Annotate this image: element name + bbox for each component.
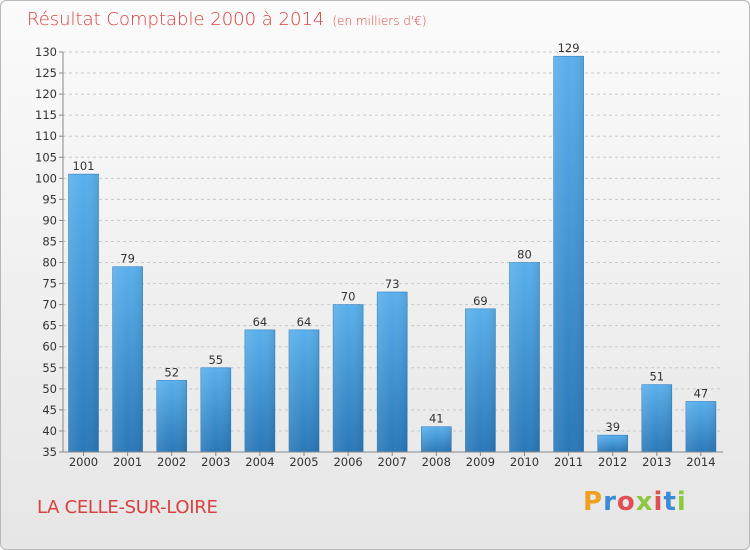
bars: 101 79 52 55 64 64 70 73 41 69 80 129 39 51 47 (68, 41, 717, 453)
data-label: 55 (208, 353, 223, 367)
bar-shine (421, 426, 452, 452)
x-tick-label: 2014 (686, 455, 715, 469)
data-label: 41 (429, 412, 444, 426)
proxiti-logo: Proxiti (583, 487, 687, 517)
bar-group: 73 (376, 277, 408, 453)
chart-title: Résultat Comptable 2000 à 2014 (en millie… (27, 9, 427, 30)
bar-shine (509, 262, 540, 452)
y-tick-label: 60 (42, 340, 57, 354)
logo-letter: t (663, 487, 677, 517)
data-label: 64 (253, 315, 268, 329)
title-unit: (en milliers d'€) (332, 14, 427, 28)
y-tick-label: 100 (35, 171, 57, 185)
bar-shine (289, 329, 319, 452)
bar-group: 70 (332, 290, 364, 453)
bar-shine (685, 401, 716, 452)
bar-group: 47 (685, 386, 717, 453)
data-label: 73 (385, 277, 400, 291)
bar-shine (200, 367, 231, 452)
bar-group: 80 (509, 248, 540, 453)
x-tick-label: 2005 (289, 455, 318, 469)
logo-letter: i (653, 487, 664, 517)
bar-group: 64 (244, 315, 276, 453)
bar-shine (553, 56, 584, 453)
x-tick-label: 2003 (201, 455, 230, 469)
bar-group: 51 (641, 370, 673, 453)
x-tick-label: 2000 (69, 455, 98, 469)
x-tick-label: 2007 (378, 455, 407, 469)
bar-group: 69 (465, 294, 496, 453)
y-tick-label: 55 (42, 361, 57, 375)
bar-shine (244, 329, 275, 452)
x-tick-label: 2001 (113, 455, 142, 469)
y-tick-label: 95 (42, 192, 57, 206)
bar-group: 41 (420, 412, 452, 453)
x-tick-label: 2002 (157, 455, 186, 469)
y-tick-label: 110 (35, 129, 57, 143)
y-tick-label: 125 (35, 66, 57, 80)
data-label: 129 (558, 41, 580, 55)
bar-shine (68, 174, 99, 452)
x-axis: 2000 2001 2002 2003 2004 2005 2006 2007 2008 2009… (63, 451, 723, 469)
logo-letter: x (635, 487, 654, 517)
bar-group: 64 (288, 315, 320, 453)
y-tick-label: 105 (35, 150, 57, 164)
commune-name: LA CELLE-SUR-LOIRE (37, 497, 218, 518)
x-tick-label: 2004 (245, 455, 274, 469)
x-tick-label: 2006 (333, 455, 362, 469)
y-tick-label: 75 (42, 277, 57, 291)
x-tick-label: 2008 (422, 455, 451, 469)
bar-shine (333, 304, 364, 452)
y-tick-label: 120 (35, 87, 57, 101)
data-label: 47 (694, 386, 709, 400)
logo-letter: o (616, 487, 636, 517)
bar-group: 55 (200, 353, 232, 453)
data-label: 64 (297, 315, 312, 329)
x-tick-label: 2011 (554, 455, 583, 469)
data-label: 70 (341, 290, 356, 304)
data-label: 51 (649, 370, 664, 384)
data-label: 101 (73, 159, 95, 173)
bar-shine (597, 435, 628, 452)
y-axis: 35 40 45 50 55 60 65 70 75 80 85 90 95 100 105 110 115 12… (35, 45, 64, 459)
y-tick-label: 130 (35, 45, 57, 59)
logo-letter: r (603, 487, 617, 517)
logo-letter: P (583, 487, 604, 517)
x-tick-label: 2012 (598, 455, 627, 469)
y-tick-label: 80 (42, 256, 57, 270)
bar-group: 129 (553, 41, 584, 453)
y-tick-label: 70 (42, 298, 57, 312)
bar-shine (156, 380, 187, 452)
data-label: 80 (517, 248, 532, 262)
bar-group: 52 (156, 365, 187, 453)
y-tick-label: 115 (35, 108, 57, 122)
bar-shine (377, 292, 408, 452)
bar-group: 79 (112, 252, 143, 453)
x-tick-label: 2013 (642, 455, 671, 469)
title-text: Résultat Comptable 2000 à 2014 (27, 9, 325, 30)
bar-shine (641, 384, 672, 452)
y-tick-label: 85 (42, 234, 57, 248)
y-tick-label: 40 (42, 424, 57, 438)
y-tick-label: 65 (42, 319, 57, 333)
data-label: 79 (120, 252, 135, 266)
bar-shine (112, 266, 143, 452)
data-label: 69 (473, 294, 488, 308)
y-tick-label: 90 (42, 213, 57, 227)
y-tick-label: 35 (42, 445, 57, 459)
x-tick-label: 2009 (466, 455, 495, 469)
bar-group: 101 (68, 159, 99, 453)
bar-shine (465, 308, 496, 452)
data-label: 52 (164, 365, 179, 379)
y-tick-label: 50 (42, 382, 57, 396)
bar-group: 39 (597, 420, 629, 453)
y-tick-label: 45 (42, 403, 57, 417)
x-tick-label: 2010 (510, 455, 539, 469)
logo-letter: i (676, 487, 687, 517)
data-label: 39 (605, 420, 620, 434)
